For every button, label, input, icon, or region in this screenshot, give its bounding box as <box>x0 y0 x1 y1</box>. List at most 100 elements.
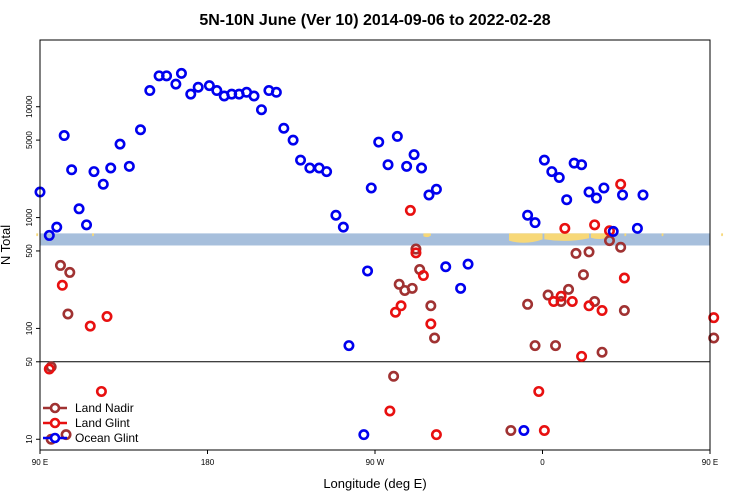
y-tick-label-6: 10000 <box>25 95 34 118</box>
y-tick-label-3: 500 <box>25 244 34 258</box>
band-land-5 <box>92 233 94 237</box>
point-land-glint-22 <box>596 305 608 317</box>
point-land-nadir-27 <box>618 305 630 317</box>
point-land-nadir-36 <box>505 424 517 436</box>
x-axis: 90 E 180 90 W 0 90 E <box>32 450 718 467</box>
point-ocean-glint-64 <box>598 182 610 194</box>
point-ocean-glint-15 <box>161 70 173 82</box>
point-ocean-glint-18 <box>185 88 197 100</box>
point-land-glint-12 <box>384 405 396 417</box>
legend-marker-1 <box>49 417 61 429</box>
band-land-7 <box>661 233 664 237</box>
point-land-nadir-20 <box>570 247 582 259</box>
point-land-nadir-3 <box>64 266 76 278</box>
point-land-glint-10 <box>425 318 437 330</box>
point-ocean-glint-35 <box>321 166 333 178</box>
point-ocean-glint-32 <box>295 154 307 166</box>
legend-marker-0 <box>49 402 61 414</box>
point-land-glint-20 <box>583 300 595 312</box>
point-ocean-glint-11 <box>123 160 135 172</box>
x-tick-label-1: 180 <box>201 458 215 467</box>
y-tick-label-1: 50 <box>25 357 34 366</box>
point-ocean-glint-2 <box>51 221 63 233</box>
point-ocean-glint-19 <box>192 81 204 93</box>
point-ocean-glint-6 <box>81 219 93 231</box>
legend-label-0: Land Nadir <box>75 401 134 415</box>
point-land-nadir-19 <box>563 283 575 295</box>
point-ocean-glint-56 <box>538 154 550 166</box>
point-land-nadir-12 <box>425 300 437 312</box>
point-land-glint-6 <box>395 300 407 312</box>
point-ocean-glint-43 <box>382 159 394 171</box>
point-ocean-glint-66 <box>617 189 629 201</box>
point-ocean-glint-30 <box>278 122 290 134</box>
plot-area <box>34 39 724 451</box>
point-ocean-glint-46 <box>408 149 420 161</box>
point-land-glint-13 <box>533 385 545 397</box>
point-ocean-glint-33 <box>304 162 316 174</box>
point-ocean-glint-38 <box>343 340 355 352</box>
point-land-nadir-1 <box>54 259 66 271</box>
point-land-glint-17 <box>559 222 571 234</box>
legend-label-1: Land Glint <box>75 416 130 430</box>
x-tick-label-4: 90 E <box>702 458 718 467</box>
point-land-nadir-14 <box>522 298 534 310</box>
point-ocean-glint-39 <box>358 429 370 441</box>
point-ocean-glint-67 <box>631 222 643 234</box>
band-land-6 <box>624 233 627 237</box>
point-ocean-glint-63 <box>590 192 602 204</box>
point-ocean-glint-16 <box>170 78 182 90</box>
legend-label-2: Ocean Glint <box>75 431 139 445</box>
point-ocean-glint-62 <box>583 186 595 198</box>
band-land-3 <box>590 233 610 240</box>
point-land-nadir-21 <box>577 269 589 281</box>
point-ocean-glint-26 <box>248 90 260 102</box>
point-ocean-glint-47 <box>416 162 428 174</box>
y-tick-label-0: 10 <box>25 434 34 443</box>
point-ocean-glint-44 <box>391 130 403 142</box>
point-land-nadir-24 <box>596 346 608 358</box>
y-axis-label: N Total <box>0 225 13 265</box>
point-land-nadir-25 <box>603 235 615 247</box>
point-ocean-glint-5 <box>73 203 85 215</box>
point-ocean-glint-1 <box>43 229 55 241</box>
point-ocean-glint-57 <box>546 166 558 178</box>
point-ocean-glint-53 <box>518 424 530 436</box>
point-land-glint-14 <box>538 424 550 436</box>
point-ocean-glint-20 <box>203 80 215 92</box>
point-land-glint-26 <box>708 312 720 324</box>
point-ocean-glint-52 <box>462 258 474 270</box>
point-ocean-glint-51 <box>455 282 467 294</box>
point-ocean-glint-12 <box>135 124 147 136</box>
point-land-nadir-11 <box>388 370 400 382</box>
point-land-glint-11 <box>430 429 442 441</box>
point-ocean-glint-55 <box>529 217 541 229</box>
point-ocean-glint-54 <box>522 209 534 221</box>
chart-title: 5N-10N June (Ver 10) 2014-09-06 to 2022-… <box>199 12 550 29</box>
y-axis: 10 50 100 500 1000 5000 10000 <box>25 95 40 444</box>
band-land-group <box>36 233 724 243</box>
point-ocean-glint-48 <box>423 189 435 201</box>
point-land-glint-0 <box>43 363 55 375</box>
y-tick-label-2: 100 <box>25 321 34 335</box>
point-land-glint-2 <box>84 320 96 332</box>
point-ocean-glint-9 <box>105 162 117 174</box>
point-ocean-glint-37 <box>337 221 349 233</box>
point-ocean-glint-49 <box>430 183 442 195</box>
point-ocean-glint-36 <box>330 209 342 221</box>
point-land-nadir-28 <box>708 332 720 344</box>
point-land-glint-3 <box>95 385 107 397</box>
point-land-glint-9 <box>417 270 429 282</box>
point-ocean-glint-65 <box>607 225 619 237</box>
point-land-nadir-6 <box>393 278 405 290</box>
x-tick-label-3: 0 <box>540 458 545 467</box>
point-ocean-glint-10 <box>114 138 126 150</box>
legend-marker-2 <box>49 432 61 444</box>
point-land-nadir-8 <box>406 282 418 294</box>
point-ocean-glint-21 <box>211 85 223 97</box>
point-ocean-glint-4 <box>66 164 78 176</box>
x-tick-label-2: 90 W <box>366 458 385 467</box>
y-tick-label-5: 5000 <box>25 131 34 149</box>
x-axis-label: Longitude (deg E) <box>323 476 426 491</box>
band-land-8 <box>721 233 724 237</box>
